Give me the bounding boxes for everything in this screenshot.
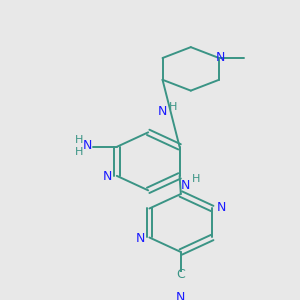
Text: N: N [157,105,167,118]
Text: H: H [169,102,177,112]
Text: N: N [136,232,145,245]
Text: H: H [74,135,83,145]
Text: H: H [192,175,201,184]
Text: N: N [83,139,92,152]
Text: H: H [74,147,83,157]
Text: N: N [176,291,185,300]
Text: N: N [215,51,225,64]
Text: C: C [176,268,185,281]
Text: N: N [181,179,190,192]
Text: N: N [217,201,226,214]
Text: N: N [103,170,112,183]
